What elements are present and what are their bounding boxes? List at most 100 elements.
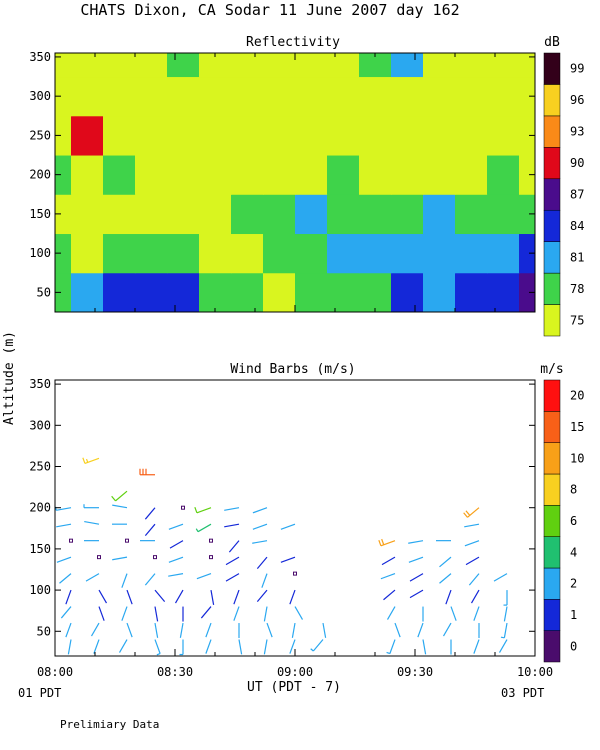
reflectivity-cell xyxy=(55,155,72,195)
wind-barb-staff xyxy=(498,639,508,653)
reflectivity-cell xyxy=(55,53,72,78)
reflectivity-cell xyxy=(423,53,456,78)
reflectivity-colorbar-label: 81 xyxy=(570,250,584,264)
reflectivity-cell xyxy=(359,233,392,274)
wind-barb-staff xyxy=(67,639,72,655)
wind-calm-marker xyxy=(69,538,73,543)
wind-barb-staff xyxy=(225,573,240,582)
reflectivity-cell xyxy=(455,272,488,312)
wind-barb xyxy=(507,655,508,656)
wind-barb-staff xyxy=(59,573,72,584)
wind-barb xyxy=(473,606,480,621)
reflectivity-cell xyxy=(519,53,535,78)
reflectivity-cell xyxy=(487,194,520,235)
wind-barb xyxy=(154,589,166,602)
reflectivity-cell xyxy=(359,53,392,78)
wind-barb-staff xyxy=(468,573,480,586)
reflectivity-colorbar-swatch xyxy=(543,209,561,242)
wind-barb-staff xyxy=(507,655,508,656)
wind-barb-staff xyxy=(233,589,240,605)
wind-barb-half-feather xyxy=(386,651,391,655)
reflectivity-cell xyxy=(103,233,136,274)
wind-barb-feather xyxy=(194,506,198,514)
wind-barb xyxy=(409,573,424,582)
reflectivity-title: Reflectivity xyxy=(246,35,340,50)
wind-barb-half-feather xyxy=(195,528,199,532)
wind-colorbar-label: 10 xyxy=(570,451,584,465)
wind-colorbar-swatch xyxy=(543,536,561,569)
wind-barb-staff xyxy=(503,606,508,622)
wind-colorbar-label: 2 xyxy=(570,577,577,591)
reflectivity-colorbar-label: 90 xyxy=(570,156,584,170)
reflectivity-colorbar-swatch xyxy=(543,241,561,274)
wind-colorbar-swatch xyxy=(543,567,561,600)
wind-barb-staff xyxy=(473,639,480,654)
reflectivity-cell xyxy=(135,76,168,117)
wind-barb-half-feather xyxy=(445,670,448,671)
wind-barb xyxy=(294,606,304,620)
wind-barb-staff xyxy=(503,622,508,638)
wind-barb-staff xyxy=(323,655,324,656)
wind-barb-staff xyxy=(224,523,240,528)
wind-barb-staff xyxy=(179,622,184,638)
reflectivity-colorbar-swatch xyxy=(543,84,561,117)
wind-calm-marker xyxy=(181,505,185,510)
reflectivity-cell xyxy=(423,115,456,156)
reflectivity-cell xyxy=(103,272,136,312)
wind-barb-staff xyxy=(65,589,72,605)
wind-barb-staff xyxy=(381,556,396,566)
reflectivity-cell xyxy=(359,76,392,117)
wind-barb-staff xyxy=(211,655,212,656)
reflectivity-cell xyxy=(487,115,520,156)
reflectivity-cell xyxy=(487,53,520,78)
reflectivity-cell xyxy=(167,76,200,117)
wind-y-tick-label: 250 xyxy=(29,460,51,474)
wind-barb-staff xyxy=(228,540,240,553)
wind-barb xyxy=(200,606,212,619)
wind-barb-staff xyxy=(389,639,396,654)
reflectivity-cell xyxy=(103,115,136,156)
wind-barb xyxy=(394,622,401,638)
wind-barb-staff xyxy=(121,573,128,588)
reflectivity-cell xyxy=(327,233,360,274)
wind-barb-staff xyxy=(225,556,240,566)
wind-calm-marker xyxy=(209,538,213,543)
wind-barb-staff xyxy=(210,589,215,605)
reflectivity-cell xyxy=(103,155,136,195)
reflectivity-cell xyxy=(71,53,104,78)
reflectivity-cell xyxy=(295,76,328,117)
wind-y-tick-label: 200 xyxy=(29,501,51,515)
reflectivity-cell xyxy=(71,194,104,235)
wind-frame xyxy=(54,379,536,657)
wind-barb-staff xyxy=(261,573,268,588)
reflectivity-cell xyxy=(391,233,424,274)
wind-barb xyxy=(195,523,212,533)
wind-barb-staff xyxy=(263,639,268,655)
wind-barb-staff xyxy=(154,622,159,638)
wind-barb xyxy=(124,656,128,671)
wind-barb-staff xyxy=(56,507,72,511)
wind-barb-staff xyxy=(90,622,100,637)
wind-barb-staff xyxy=(470,589,480,604)
reflectivity-cell xyxy=(359,115,392,156)
wind-barb xyxy=(263,606,268,622)
wind-barb xyxy=(121,606,128,621)
wind-barb xyxy=(168,556,184,563)
wind-colorbar-label: 8 xyxy=(570,483,577,497)
wind-barb-staff xyxy=(266,655,267,656)
wind-barb xyxy=(381,556,396,566)
wind-barb xyxy=(168,573,184,577)
wind-barb-staff xyxy=(99,655,100,656)
wind-barb xyxy=(59,573,72,584)
reflectivity-cell xyxy=(455,194,488,235)
reflectivity-cell xyxy=(327,53,360,78)
wind-barb-staff xyxy=(380,573,396,580)
wind-barb xyxy=(266,622,273,638)
wind-barb xyxy=(210,589,215,605)
wind-barb xyxy=(409,589,424,599)
wind-barb xyxy=(464,540,480,547)
reflectivity-cell xyxy=(295,115,328,156)
reflectivity-cell xyxy=(199,115,232,156)
reflectivity-axis: 50 100 150 200 250 300 350 xyxy=(29,50,536,312)
